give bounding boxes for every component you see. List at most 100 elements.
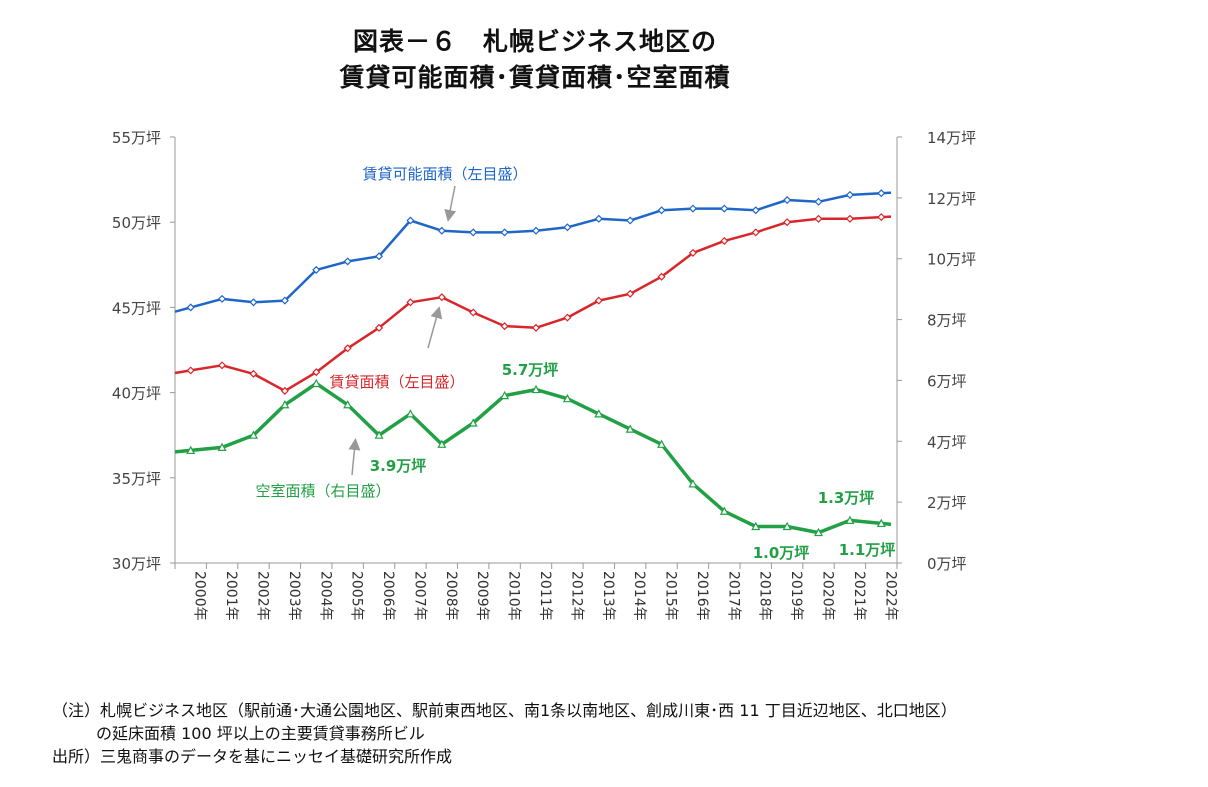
data-point-vacant <box>217 442 227 451</box>
data-point-rentable <box>877 189 886 198</box>
data-point-leased <box>280 386 289 395</box>
data-point-leased <box>249 369 258 378</box>
data-point-leased <box>469 308 478 317</box>
series-label-vacant: 空室面積（右目盛） <box>255 482 390 500</box>
data-point-vacant <box>311 378 321 388</box>
source-note: 出所）三鬼商事のデータを基にニッセイ基礎研究所作成 <box>52 747 453 766</box>
data-point-rentable <box>249 298 258 307</box>
x-axis-tick-label: 2013年 <box>600 571 616 621</box>
data-point-rentable <box>845 190 854 199</box>
data-point-vacant <box>500 390 510 400</box>
footnote-line2: の延床面積 100 坪以上の主要賃貸事務所ビル <box>96 724 425 743</box>
left-axis-tick-label: 40万坪 <box>112 385 161 403</box>
right-axis-tick-label: 12万坪 <box>927 190 976 208</box>
data-point-rentable <box>280 296 289 305</box>
chart-series <box>174 189 892 537</box>
x-axis-tick-label: 2011年 <box>537 571 553 621</box>
data-point-leased <box>783 218 792 227</box>
arrow-leased <box>427 306 443 349</box>
x-axis-tick-label: 2003年 <box>286 571 302 621</box>
arrow-vacant <box>348 438 361 476</box>
chart-title-line1: 図表－６ 札幌ビジネス地区の <box>352 27 717 56</box>
x-axis-tick-label: 2021年 <box>851 571 867 621</box>
data-point-vacant <box>374 430 384 439</box>
right-axis-tick-label: 6万坪 <box>927 372 967 390</box>
data-point-vacant <box>751 521 761 531</box>
series-line-rentable <box>174 191 892 313</box>
data-point-rentable <box>218 294 227 303</box>
data-point-vacant <box>343 400 353 409</box>
chart-annotations: 賃貸可能面積（左目盛） 賃貸面積（左目盛） 空室面積（右目盛） 5.7万坪 3.… <box>255 165 895 562</box>
data-point-leased <box>626 289 635 298</box>
data-point-vacant <box>657 439 667 448</box>
left-axis-tick-label: 35万坪 <box>112 470 161 488</box>
data-point-leased <box>877 213 886 222</box>
data-point-leased <box>531 323 541 332</box>
data-point-vacant <box>876 518 886 528</box>
data-point-rentable <box>343 257 352 266</box>
x-axis-tick-label: 2006年 <box>380 571 396 621</box>
data-point-vacant <box>280 400 290 409</box>
data-point-vacant <box>625 424 635 433</box>
arrow-rentable <box>444 185 457 222</box>
data-point-leased <box>218 361 227 370</box>
data-point-rentable <box>531 226 541 235</box>
x-axis-tick-label: 2019年 <box>788 571 804 621</box>
x-axis-tick-label: 2012年 <box>568 571 584 621</box>
x-axis-tick-label: 2004年 <box>317 571 333 621</box>
data-point-rentable <box>751 206 760 215</box>
left-axis-tick-label: 55万坪 <box>112 129 161 147</box>
data-point-leased <box>186 366 195 375</box>
data-point-leased <box>500 322 509 331</box>
data-point-vacant <box>814 527 824 537</box>
data-point-leased <box>751 228 760 237</box>
right-axis-tick-label: 2万坪 <box>927 494 967 512</box>
x-axis-tick-label: 2001年 <box>223 571 239 621</box>
data-point-leased <box>563 313 572 322</box>
data-point-leased <box>688 248 698 257</box>
data-point-rentable <box>688 204 698 213</box>
x-axis-tick-label: 2010年 <box>506 571 522 621</box>
data-point-vacant <box>437 439 447 448</box>
data-point-rentable <box>437 226 446 235</box>
x-axis-tick-label: 2005年 <box>349 571 365 621</box>
chart-title-line2: 賃貸可能面積･賃貸面積･空室面積 <box>339 63 731 92</box>
x-axis-tick-label: 2002年 <box>254 571 270 621</box>
data-point-vacant <box>594 409 604 418</box>
right-axis-tick-label: 4万坪 <box>927 433 967 451</box>
annotation-1-1: 1.1万坪 <box>839 541 896 559</box>
data-point-rentable <box>186 303 195 312</box>
x-axis-tick-label: 2017年 <box>725 571 741 621</box>
x-axis-tick-label: 2018年 <box>757 571 773 621</box>
data-point-leased <box>406 298 415 307</box>
footnote-line1: （注）札幌ビジネス地区（駅前通･大通公園地区、駅前東西地区、南1条以南地区、創成… <box>52 701 957 720</box>
x-axis-tick-label: 2020年 <box>820 571 836 621</box>
data-point-rentable <box>783 195 792 205</box>
data-point-rentable <box>374 252 384 261</box>
data-point-rentable <box>312 265 321 274</box>
x-axis-tick-label: 2000年 <box>192 571 208 621</box>
right-axis-tick-label: 14万坪 <box>927 129 976 147</box>
left-axis-tick-label: 45万坪 <box>112 299 161 317</box>
data-point-rentable <box>406 216 415 225</box>
data-point-rentable <box>469 228 478 237</box>
data-point-vacant <box>719 506 729 515</box>
left-axis-tick-label: 30万坪 <box>112 555 161 573</box>
annotation-5-7: 5.7万坪 <box>502 361 559 379</box>
data-point-leased <box>657 272 666 281</box>
data-point-leased <box>437 293 446 302</box>
data-point-leased <box>374 323 384 332</box>
chart-axes: 55万坪 50万坪 45万坪 40万坪 35万坪 30万坪 14万坪 12万坪 10万坪 8万坪 6… <box>112 129 976 621</box>
x-axis-tick-label: 2009年 <box>474 571 490 621</box>
data-point-leased <box>594 296 603 305</box>
x-axis-tick-label: 2016年 <box>694 571 710 621</box>
data-point-vacant <box>248 430 258 439</box>
annotation-1-3: 1.3万坪 <box>818 489 875 507</box>
data-point-rentable <box>720 204 729 213</box>
right-axis-tick-label: 0万坪 <box>927 555 967 573</box>
right-axis-tick-label: 8万坪 <box>927 312 967 330</box>
right-axis-tick-label: 10万坪 <box>927 251 976 269</box>
data-point-leased <box>720 236 729 245</box>
series-label-rentable: 賃貸可能面積（左目盛） <box>362 165 527 183</box>
data-point-rentable <box>594 214 603 223</box>
